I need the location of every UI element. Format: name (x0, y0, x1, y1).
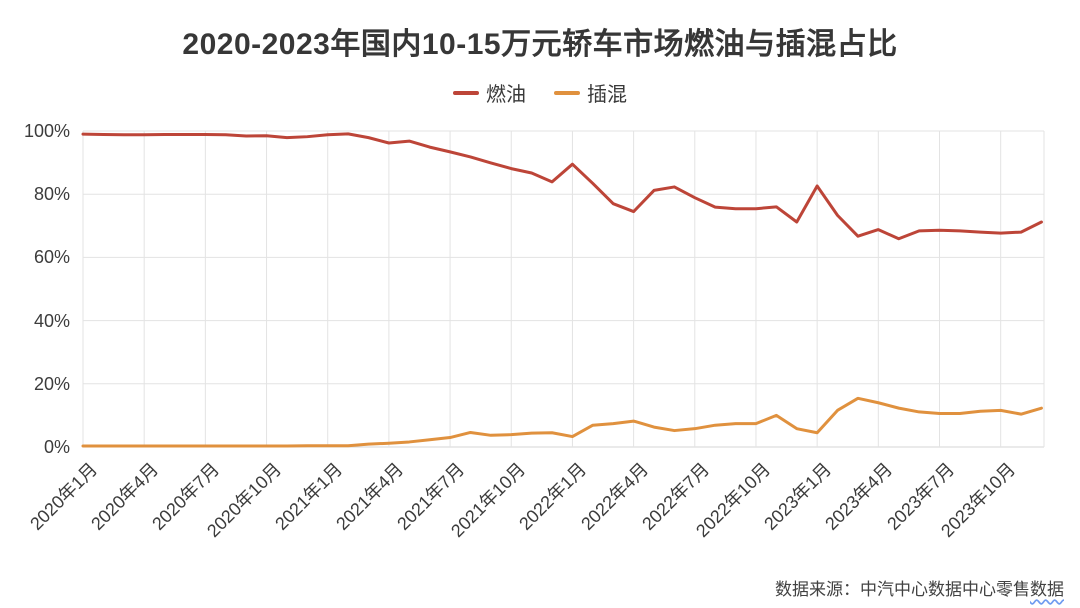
legend-item-fuel[interactable]: 燃油 (453, 78, 526, 107)
chart-legend: 燃油 插混 (0, 78, 1080, 107)
data-source-text: 数据来源：中汽中心数据中心零售 (775, 580, 1030, 599)
chart-title: 2020-2023年国内10-15万元轿车市场燃油与插混占比 (182, 28, 898, 61)
phev-line-swatch-icon (554, 90, 580, 95)
y-tick-label: 40% (33, 310, 70, 331)
data-source-text-underlined: 数据 (1030, 580, 1064, 599)
y-tick-label: 0% (43, 437, 70, 457)
data-source-note: 数据来源：中汽中心数据中心零售数据 (775, 575, 1064, 600)
y-tick-label: 20% (33, 373, 70, 394)
y-tick-label: 80% (33, 184, 70, 205)
legend-label-fuel: 燃油 (486, 84, 526, 106)
y-tick-label: 100% (23, 121, 70, 141)
legend-label-phev: 插混 (587, 84, 627, 106)
phev-line-series (81, 396, 1043, 448)
fuel-line-swatch-icon (453, 90, 479, 95)
legend-item-phev[interactable]: 插混 (554, 78, 627, 107)
y-tick-label: 60% (33, 247, 70, 268)
fuel-line-series (81, 132, 1043, 241)
